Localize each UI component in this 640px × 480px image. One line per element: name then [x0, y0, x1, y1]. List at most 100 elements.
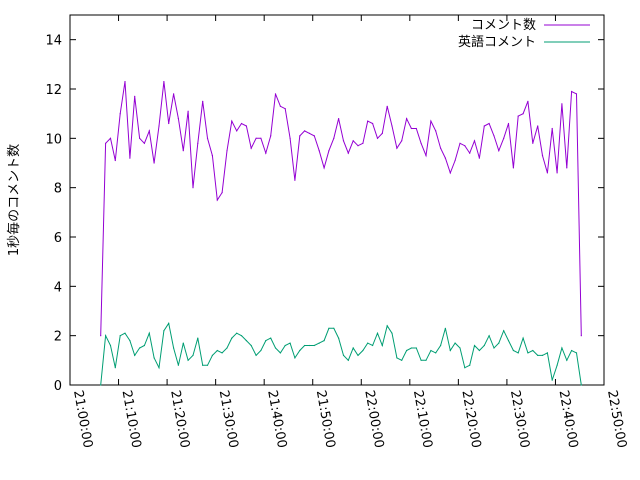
data-point-0: [566, 167, 568, 169]
data-point-1: [381, 344, 383, 347]
data-point-0: [352, 140, 354, 142]
data-point-0: [163, 81, 165, 83]
data-point-1: [362, 349, 364, 352]
data-point-0: [109, 137, 112, 139]
data-point-1: [168, 322, 170, 324]
data-point-0: [410, 127, 412, 130]
data-point-0: [415, 127, 417, 130]
data-point-0: [216, 199, 218, 201]
data-point-0: [478, 157, 480, 159]
plot-frame: [69, 14, 605, 386]
data-point-1: [425, 359, 427, 361]
x-tick-label: 21:50:00: [313, 389, 338, 449]
data-point-0: [483, 125, 485, 127]
x-tick-label: 21:40:00: [264, 389, 289, 449]
data-point-0: [148, 130, 150, 132]
data-point-1: [347, 359, 349, 361]
data-point-1: [551, 379, 553, 381]
data-point-1: [250, 344, 252, 347]
data-point-0: [245, 125, 247, 127]
data-point-0: [367, 120, 369, 122]
data-point-0: [493, 135, 495, 137]
data-point-0: [440, 147, 442, 149]
data-point-1: [401, 359, 403, 361]
data-point-0: [488, 122, 490, 125]
data-point-1: [173, 347, 175, 349]
data-point-0: [473, 140, 476, 142]
y-tick-label: 8: [54, 182, 62, 197]
data-point-1: [527, 352, 529, 354]
data-point-1: [328, 327, 330, 329]
data-point-1: [410, 347, 412, 349]
y-tick-label: 10: [45, 132, 62, 147]
data-point-0: [289, 137, 291, 139]
data-point-1: [231, 337, 233, 339]
data-point-1: [493, 347, 495, 349]
data-point-0: [571, 90, 573, 93]
data-point-1: [541, 354, 544, 356]
data-point-1: [158, 367, 160, 369]
data-point-1: [459, 347, 461, 349]
data-point-1: [240, 335, 243, 337]
data-point-0: [372, 122, 374, 125]
data-point-0: [158, 125, 160, 127]
data-point-1: [270, 337, 272, 339]
data-point-0: [143, 142, 145, 144]
x-tick-label: 22:20:00: [458, 389, 483, 449]
data-point-0: [231, 120, 233, 122]
data-point-0: [546, 172, 549, 174]
data-point-1: [299, 349, 301, 352]
data-point-1: [182, 342, 184, 344]
y-tick-label: 6: [54, 231, 62, 246]
data-point-1: [279, 352, 281, 354]
data-point-1: [134, 354, 136, 356]
data-point-1: [284, 344, 286, 347]
data-point-0: [580, 335, 582, 337]
data-point-0: [347, 152, 349, 154]
legend-label-english: 英語コメント: [458, 34, 536, 50]
series-line-1: [100, 321, 582, 386]
data-point-0: [556, 172, 558, 174]
data-point-0: [435, 130, 437, 132]
data-point-0: [294, 179, 296, 181]
data-point-0: [129, 157, 131, 159]
data-point-0: [561, 103, 563, 105]
data-point-1: [507, 340, 510, 342]
data-point-1: [367, 342, 369, 344]
data-point-1: [163, 330, 165, 332]
data-point-1: [517, 352, 519, 354]
data-point-0: [308, 132, 311, 134]
data-point-0: [551, 127, 553, 130]
data-point-0: [323, 167, 325, 169]
data-point-0: [250, 147, 252, 149]
data-point-0: [221, 192, 223, 194]
data-point-0: [381, 132, 383, 134]
legend-label-comments: コメント数: [471, 18, 536, 33]
data-point-1: [512, 349, 515, 352]
data-point-1: [221, 352, 223, 354]
data-point-0: [532, 142, 534, 144]
data-point-1: [323, 340, 325, 342]
data-point-0: [226, 150, 228, 152]
data-point-0: [430, 120, 432, 122]
data-point-0: [134, 95, 136, 97]
data-point-1: [556, 364, 558, 366]
x-axis-ticks: 21:00:00 21:10:00 21:20:00 21:30:00 21:40:00…: [69, 15, 629, 449]
x-tick-label: 22:30:00: [507, 389, 532, 449]
data-point-1: [119, 335, 121, 337]
data-point-1: [143, 344, 145, 347]
data-point-1: [148, 332, 150, 334]
data-point-0: [469, 152, 471, 154]
data-point-0: [182, 150, 184, 152]
data-point-0: [401, 140, 403, 142]
data-point-0: [260, 137, 262, 139]
data-point-1: [415, 347, 417, 349]
y-tick-label: 0: [54, 379, 62, 394]
data-point-0: [124, 81, 126, 83]
data-point-0: [255, 137, 257, 139]
legend: コメント数 英語コメント: [458, 18, 590, 50]
data-point-0: [522, 113, 524, 115]
data-point-0: [449, 172, 451, 174]
data-point-1: [274, 347, 277, 349]
